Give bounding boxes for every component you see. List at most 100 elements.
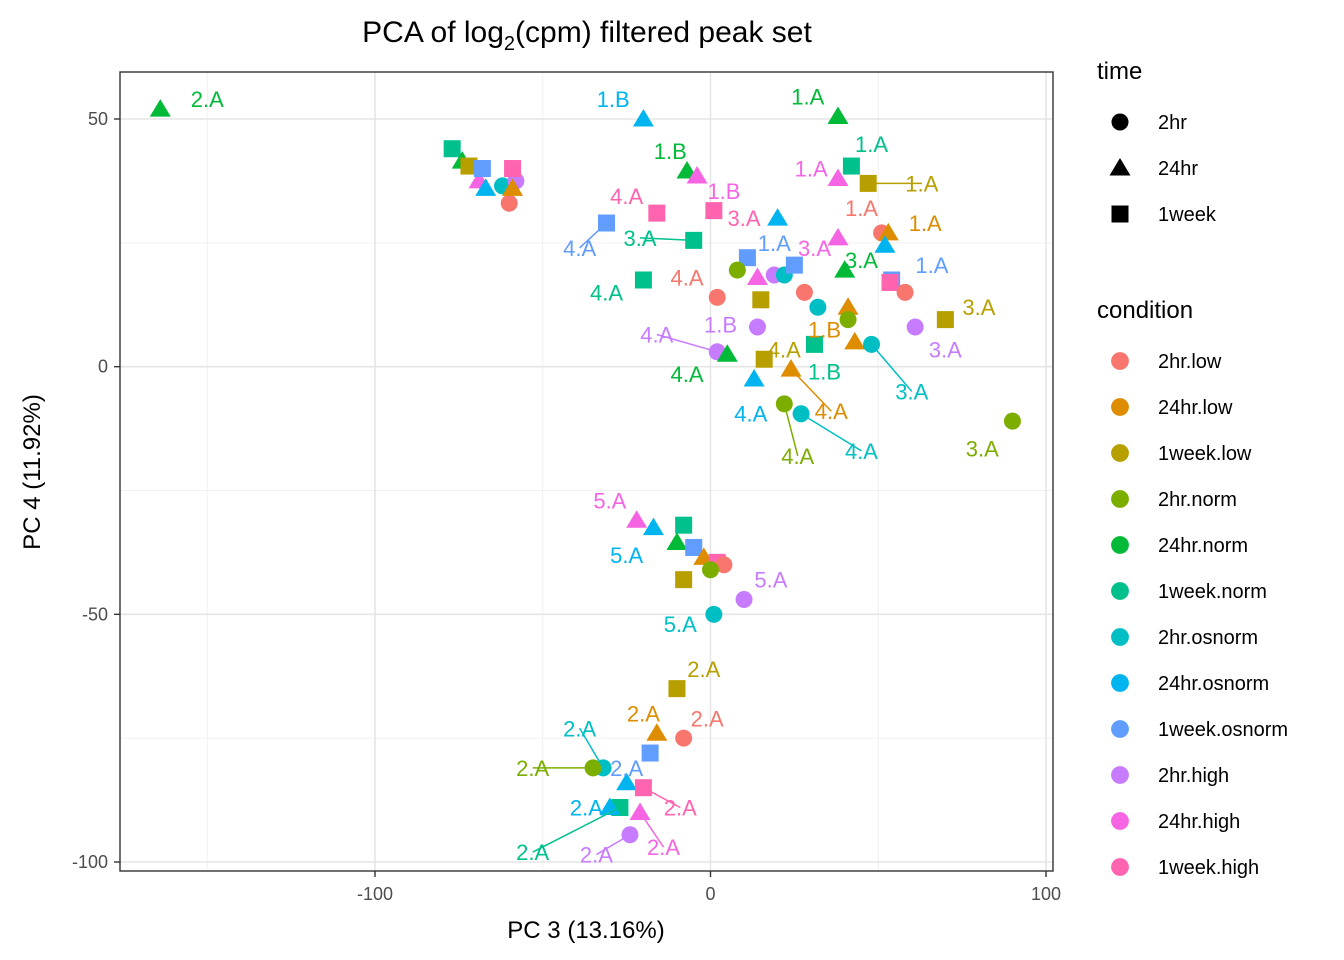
point-label: 1.B (597, 87, 630, 112)
point-label: 2.A (580, 843, 613, 868)
data-point (443, 140, 461, 158)
point-label: 2.A (516, 840, 549, 865)
shape-legend-label: 24hr (1158, 158, 1198, 180)
point-label: 2.A (610, 756, 643, 781)
point-label: 3.A (624, 226, 657, 251)
data-point (685, 538, 703, 556)
color-legend-key (1111, 674, 1129, 692)
color-legend-title: condition (1097, 297, 1193, 324)
color-legend-key (1111, 628, 1129, 646)
data-point (642, 517, 664, 536)
label-leader-line (640, 237, 694, 242)
point-label: 3.A (798, 236, 831, 261)
label-leader-line (800, 413, 862, 452)
shape-legend-label: 2hr (1158, 112, 1187, 134)
data-point (806, 335, 824, 353)
data-point (460, 157, 478, 175)
data-point (648, 204, 666, 222)
color-legend-label: 1week.norm (1158, 581, 1267, 603)
point-label: 3.A (929, 337, 962, 362)
chart-title-rest: (cpm) filtered peak set (515, 16, 812, 49)
point-label: 4.A (670, 362, 703, 387)
data-point (626, 510, 648, 528)
data-point (705, 605, 723, 623)
data-point (475, 178, 497, 196)
color-legend: 2hr.low 24hr.low 1week.low 2hr.norm 24hr.nor… (1111, 351, 1288, 879)
point-label: 3.A (962, 295, 995, 320)
data-point (746, 267, 768, 286)
point-label: 5.A (664, 612, 697, 637)
point-label: 4.A (734, 402, 767, 427)
data-point (728, 261, 746, 279)
data-point (809, 298, 827, 316)
point-label: 5.A (754, 568, 787, 593)
point-label: 2.A (627, 701, 660, 726)
data-point (738, 249, 756, 267)
data-point (632, 109, 654, 127)
data-point (473, 160, 491, 178)
data-points (149, 99, 1021, 844)
point-label: 1.A (905, 171, 938, 196)
data-point (735, 590, 753, 608)
point-label: 4.A (670, 266, 703, 291)
color-legend-key (1111, 582, 1129, 600)
data-point (844, 331, 866, 350)
label-leader-line (790, 368, 832, 412)
data-point (896, 283, 914, 301)
point-label: 1.A (909, 211, 942, 236)
data-point (708, 288, 726, 306)
color-legend-label: 1week.high (1158, 857, 1259, 879)
point-label: 1.A (855, 132, 888, 157)
x-axis-ticks: -100 0 100 (357, 871, 1061, 904)
color-legend-key (1111, 766, 1129, 784)
point-label: 5.A (593, 488, 626, 513)
data-point (752, 291, 770, 309)
label-leader-line (532, 806, 621, 853)
chart-title-main: PCA of log (362, 16, 504, 49)
data-point (502, 178, 524, 196)
point-label: 2.A (191, 87, 224, 112)
label-leader-line (643, 787, 681, 809)
point-label: 4.A (640, 322, 673, 347)
data-point (686, 165, 708, 184)
point-label: 1.B (704, 313, 737, 338)
data-point (616, 772, 638, 791)
data-point (149, 99, 171, 117)
plot-panel: 2.A 1.B 1.A1.A1.B1.B1.A1.A4.A3.A4.A 3.A 3.A1… (119, 71, 1054, 872)
point-labels: 2.A 1.B 1.A1.A1.B1.B1.A1.A4.A3.A4.A 3.A 3.A1… (191, 85, 999, 868)
y-axis-ticks: -100 -50 0 50 (72, 109, 120, 872)
y-tick-label: -50 (82, 604, 108, 624)
color-legend-label: 24hr.low (1158, 397, 1233, 419)
data-point (785, 256, 803, 274)
shape-legend-label: 1week (1158, 204, 1217, 226)
label-leader-line (639, 812, 665, 848)
shape-legend-key (1111, 113, 1129, 131)
data-point (716, 344, 738, 362)
point-label: 4.A (845, 439, 878, 464)
color-legend-label: 2hr.norm (1158, 489, 1237, 511)
point-label: 2.A (570, 796, 603, 821)
point-label: 1.A (795, 157, 828, 182)
point-label: 1.A (758, 231, 791, 256)
data-point (629, 802, 651, 820)
point-label: 2.A (563, 716, 596, 741)
data-point (780, 359, 802, 377)
label-leader-line (579, 727, 604, 769)
y-tick-label: 50 (88, 109, 108, 129)
panel-border (119, 71, 1054, 872)
color-legend-label: 1week.low (1158, 443, 1252, 465)
x-tick-label: 0 (705, 884, 715, 904)
color-legend-label: 24hr.high (1158, 811, 1240, 833)
data-point (715, 556, 733, 574)
data-point (795, 283, 813, 301)
point-label: 3.A (845, 248, 878, 273)
color-legend-key (1111, 444, 1129, 462)
data-point (936, 311, 954, 329)
color-legend-key (1111, 352, 1129, 370)
data-point (705, 202, 723, 220)
color-legend-key (1111, 490, 1129, 508)
data-point (743, 369, 765, 387)
color-legend-label: 24hr.norm (1158, 535, 1248, 557)
point-label: 2.A (691, 706, 724, 731)
